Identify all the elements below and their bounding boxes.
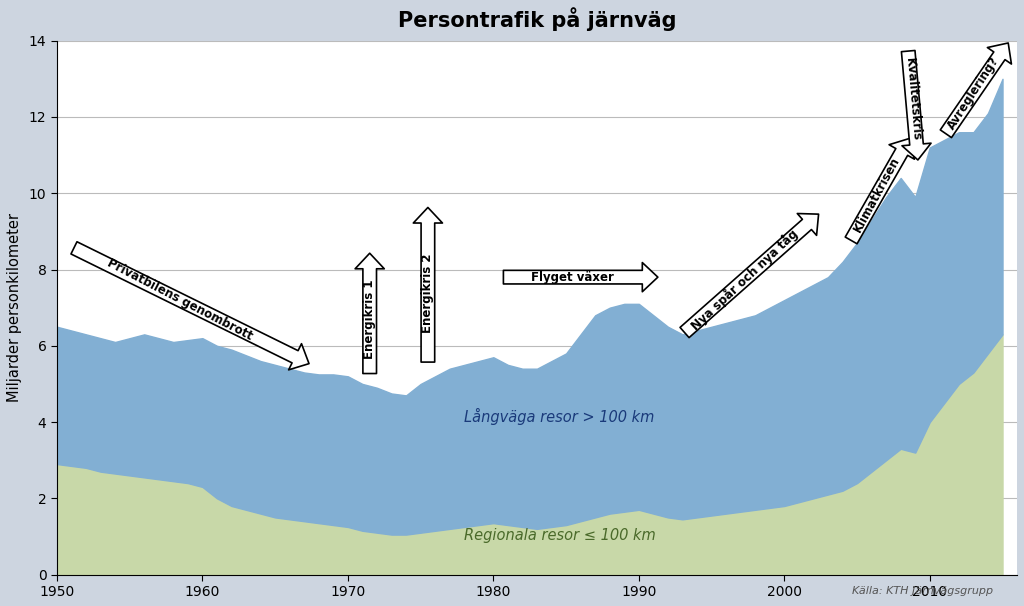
Text: Privatbilens genombrott: Privatbilens genombrott (104, 257, 254, 343)
Title: Persontrafik på järnväg: Persontrafik på järnväg (397, 7, 676, 31)
Text: Nya spår och nya tåg: Nya spår och nya tåg (688, 226, 801, 333)
Text: Flyget växer: Flyget växer (531, 271, 614, 284)
Text: Energikris 2: Energikris 2 (422, 253, 434, 333)
Y-axis label: Miljarder personkilometer: Miljarder personkilometer (7, 213, 22, 402)
Text: Klimatkrisen: Klimatkrisen (852, 155, 903, 235)
Text: Källa: KTH Järnvägsgrupp: Källa: KTH Järnvägsgrupp (852, 586, 993, 596)
Text: Kvalitetskris: Kvalitetskris (902, 58, 923, 142)
Text: Energikris 1: Energikris 1 (364, 280, 376, 359)
Text: Avreglering?: Avreglering? (945, 55, 1002, 132)
Text: Långväga resor > 100 km: Långväga resor > 100 km (464, 408, 654, 425)
Text: Regionala resor ≤ 100 km: Regionala resor ≤ 100 km (464, 528, 656, 544)
